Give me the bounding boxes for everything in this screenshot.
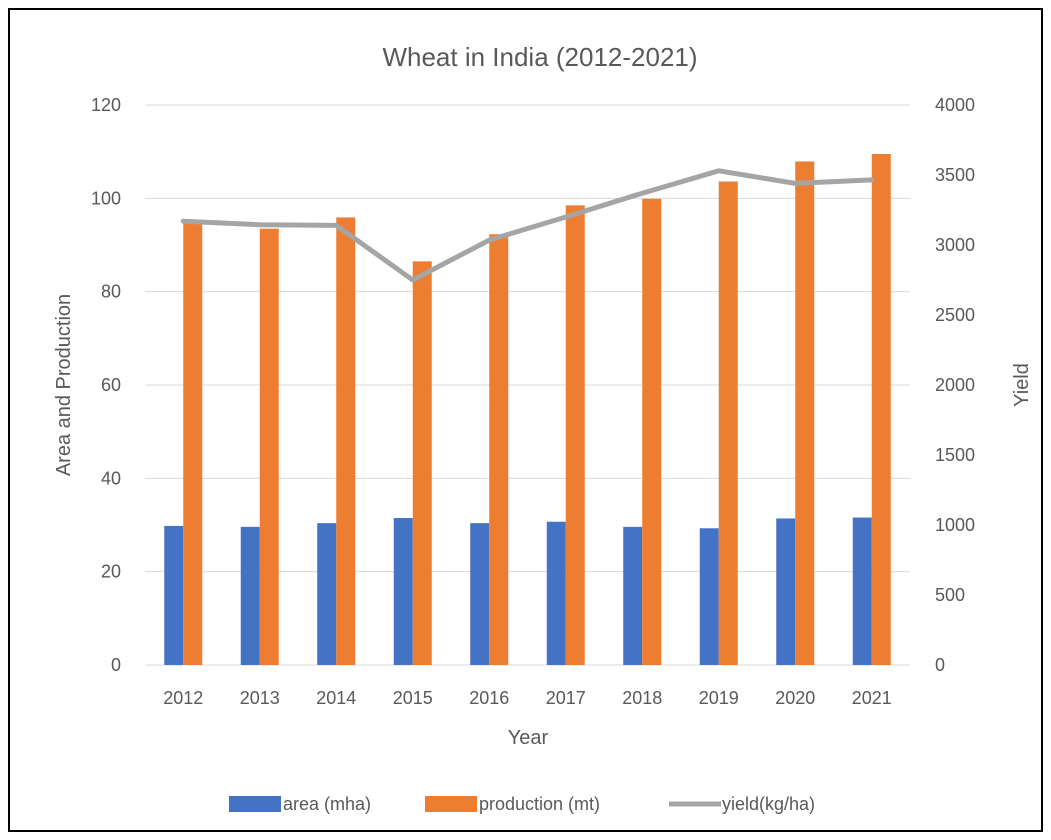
right-tick-label: 3500 <box>935 165 975 185</box>
x-tick-label-2021: 2021 <box>852 688 892 708</box>
right-tick-label: 500 <box>935 585 965 605</box>
production-bar-2021 <box>871 154 891 665</box>
area-bar-2018 <box>623 526 643 665</box>
x-tick-label-2015: 2015 <box>393 688 433 708</box>
right-tick-label: 3000 <box>935 235 975 255</box>
right-axis-title: Yield <box>1011 363 1033 407</box>
production-bar-2014 <box>336 217 356 665</box>
right-axis-ticks: 0 500 1000 1500 2000 2500 3000 3500 4000 <box>935 95 975 675</box>
area-bar-2019 <box>699 528 719 665</box>
x-tick-label-2012: 2012 <box>163 688 203 708</box>
x-tick-label-2018: 2018 <box>622 688 662 708</box>
right-tick-label: 0 <box>935 655 945 675</box>
left-tick-label: 120 <box>91 95 121 115</box>
legend: area (mha) production (mt) yield(kg/ha) <box>229 794 815 814</box>
right-tick-label: 4000 <box>935 95 975 115</box>
production-bar-2020 <box>795 161 815 665</box>
legend-label-2: yield(kg/ha) <box>722 794 815 814</box>
production-bar-2013 <box>259 228 279 665</box>
area-bar-2017 <box>546 521 566 665</box>
production-bar-2016 <box>489 234 509 665</box>
right-tick-label: 1000 <box>935 515 975 535</box>
x-tick-label-2016: 2016 <box>469 688 509 708</box>
area-bar-2014 <box>317 523 337 665</box>
x-axis-title: Year <box>508 727 549 749</box>
right-tick-label: 2000 <box>935 375 975 395</box>
left-axis-ticks: 0 20 40 60 80 100 120 <box>91 95 121 675</box>
x-axis-ticks: 2012 2013 2014 2015 2016 2017 2018 2019 2020 2021 <box>163 688 892 708</box>
bars <box>164 154 891 666</box>
production-bar-2012 <box>183 222 203 665</box>
area-bar-2016 <box>470 523 490 665</box>
left-tick-label: 40 <box>101 468 121 488</box>
production-bar-2018 <box>642 198 662 666</box>
left-axis-title: Area and Production <box>53 294 75 476</box>
x-tick-label-2019: 2019 <box>699 688 739 708</box>
production-bar-2017 <box>565 205 585 666</box>
legend-swatch-0 <box>229 796 281 812</box>
x-tick-label-2020: 2020 <box>775 688 815 708</box>
chart-frame <box>8 8 1043 832</box>
area-bar-2013 <box>240 526 260 665</box>
right-tick-label: 2500 <box>935 305 975 325</box>
area-bar-2021 <box>852 517 872 665</box>
production-bar-2019 <box>718 181 738 666</box>
legend-swatch-1 <box>425 796 477 812</box>
left-tick-label: 80 <box>101 282 121 302</box>
area-bar-2020 <box>776 518 796 665</box>
chart-title: Wheat in India (2012-2021) <box>382 42 697 72</box>
production-bar-2015 <box>412 261 432 665</box>
left-tick-label: 60 <box>101 375 121 395</box>
x-tick-label-2017: 2017 <box>546 688 586 708</box>
x-tick-label-2013: 2013 <box>240 688 280 708</box>
area-bar-2012 <box>164 525 184 665</box>
area-bar-2015 <box>393 518 413 665</box>
left-tick-label: 100 <box>91 188 121 208</box>
yield-line-group <box>180 168 875 283</box>
legend-label-1: production (mt) <box>479 794 600 814</box>
legend-label-0: area (mha) <box>283 794 371 814</box>
x-tick-label-2014: 2014 <box>316 688 356 708</box>
right-tick-label: 1500 <box>935 445 975 465</box>
left-tick-label: 20 <box>101 562 121 582</box>
left-tick-label: 0 <box>111 655 121 675</box>
yield-line <box>180 168 875 283</box>
